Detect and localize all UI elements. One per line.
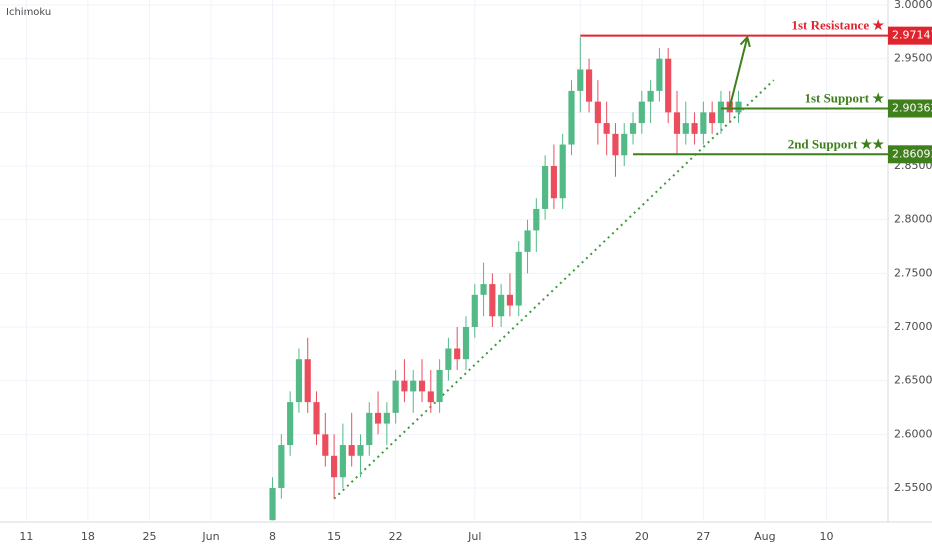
x-tick-label: Jul bbox=[467, 530, 481, 543]
candle-body bbox=[700, 112, 707, 134]
price-box-label: 2.97147 bbox=[892, 29, 932, 42]
x-tick-label: 15 bbox=[327, 530, 341, 543]
y-tick-label: 2.65000 bbox=[894, 374, 932, 387]
candle-body bbox=[313, 402, 320, 435]
price-box bbox=[888, 26, 932, 45]
candle-body bbox=[577, 69, 584, 91]
projection-arrow bbox=[728, 36, 749, 108]
candle-body bbox=[489, 284, 496, 317]
candle-body bbox=[709, 112, 716, 124]
candle-body bbox=[524, 230, 531, 252]
candle-body bbox=[454, 348, 461, 360]
y-tick-label: 2.70000 bbox=[894, 320, 932, 333]
candle-body bbox=[506, 294, 514, 306]
x-tick-label: 20 bbox=[635, 530, 649, 543]
candle-body bbox=[673, 112, 681, 134]
level-annotation: 2nd Support ★★ bbox=[788, 136, 885, 151]
candle-body bbox=[410, 380, 417, 392]
candle-body bbox=[559, 144, 566, 199]
x-tick-label: 10 bbox=[819, 530, 833, 543]
price-box bbox=[888, 145, 932, 164]
candle-body bbox=[682, 123, 689, 134]
indicator-label: Ichimoku bbox=[6, 7, 51, 18]
candle-body bbox=[585, 69, 593, 102]
x-tick-label: 18 bbox=[81, 530, 95, 543]
candle-body bbox=[594, 101, 601, 124]
candle-body bbox=[462, 327, 470, 360]
x-tick-label: 25 bbox=[142, 530, 156, 543]
candle-body bbox=[383, 412, 390, 424]
y-tick-label: 2.75000 bbox=[894, 266, 932, 279]
y-tick-label: 3.00000 bbox=[894, 0, 932, 11]
candle-body bbox=[550, 166, 557, 199]
candle-body bbox=[445, 348, 452, 370]
candle-body bbox=[366, 412, 373, 446]
y-tick-label: 2.60000 bbox=[894, 427, 932, 440]
x-tick-label: Jun bbox=[201, 530, 219, 543]
candle-body bbox=[374, 412, 382, 424]
candle-body bbox=[331, 455, 338, 478]
price-box bbox=[888, 99, 932, 118]
candle-body bbox=[612, 133, 619, 156]
level-annotation: 1st Resistance ★ bbox=[791, 18, 884, 33]
candle-body bbox=[568, 90, 575, 145]
candle-body bbox=[691, 123, 698, 134]
candle-body bbox=[647, 90, 654, 102]
level-annotation: 1st Support ★ bbox=[804, 90, 884, 105]
candle-body bbox=[480, 284, 487, 295]
x-tick-label: 13 bbox=[573, 530, 587, 543]
candle-body bbox=[498, 294, 505, 317]
candle-body bbox=[471, 294, 478, 328]
candle-body bbox=[638, 101, 645, 124]
x-tick-label: 27 bbox=[696, 530, 710, 543]
candle-body bbox=[735, 101, 742, 113]
candle-body bbox=[533, 208, 540, 231]
candle-body bbox=[287, 402, 294, 446]
candle-body bbox=[427, 391, 434, 403]
candle-body bbox=[339, 445, 346, 478]
x-tick-label: 22 bbox=[389, 530, 403, 543]
y-tick-label: 2.95000 bbox=[894, 52, 932, 65]
candle-body bbox=[304, 359, 311, 403]
candle-body bbox=[656, 58, 663, 91]
trendline bbox=[333, 79, 775, 500]
y-tick-label: 2.55000 bbox=[894, 481, 932, 494]
candle-body bbox=[269, 487, 276, 521]
x-tick-label: Aug bbox=[754, 530, 775, 543]
candle-body bbox=[665, 58, 672, 113]
candle-body bbox=[392, 380, 399, 413]
candle-body bbox=[418, 380, 426, 392]
y-tick-label: 2.80000 bbox=[894, 213, 932, 226]
candle-body bbox=[515, 251, 522, 306]
candle-body bbox=[401, 380, 408, 392]
arrow-head bbox=[739, 35, 751, 48]
candle-body bbox=[436, 369, 443, 403]
candle-body bbox=[357, 445, 364, 456]
x-tick-label: 11 bbox=[19, 530, 33, 543]
price-box-label: 2.86093 bbox=[892, 147, 932, 160]
candle-body bbox=[629, 123, 637, 134]
candle-body bbox=[322, 434, 329, 456]
candle-body bbox=[348, 445, 355, 456]
candle-body bbox=[717, 101, 725, 124]
candle-body bbox=[621, 133, 628, 156]
candle-body bbox=[603, 123, 610, 134]
candle-body bbox=[278, 445, 285, 488]
candle-body bbox=[542, 166, 549, 209]
x-tick-label: 8 bbox=[269, 530, 276, 543]
candle-body bbox=[295, 359, 303, 403]
